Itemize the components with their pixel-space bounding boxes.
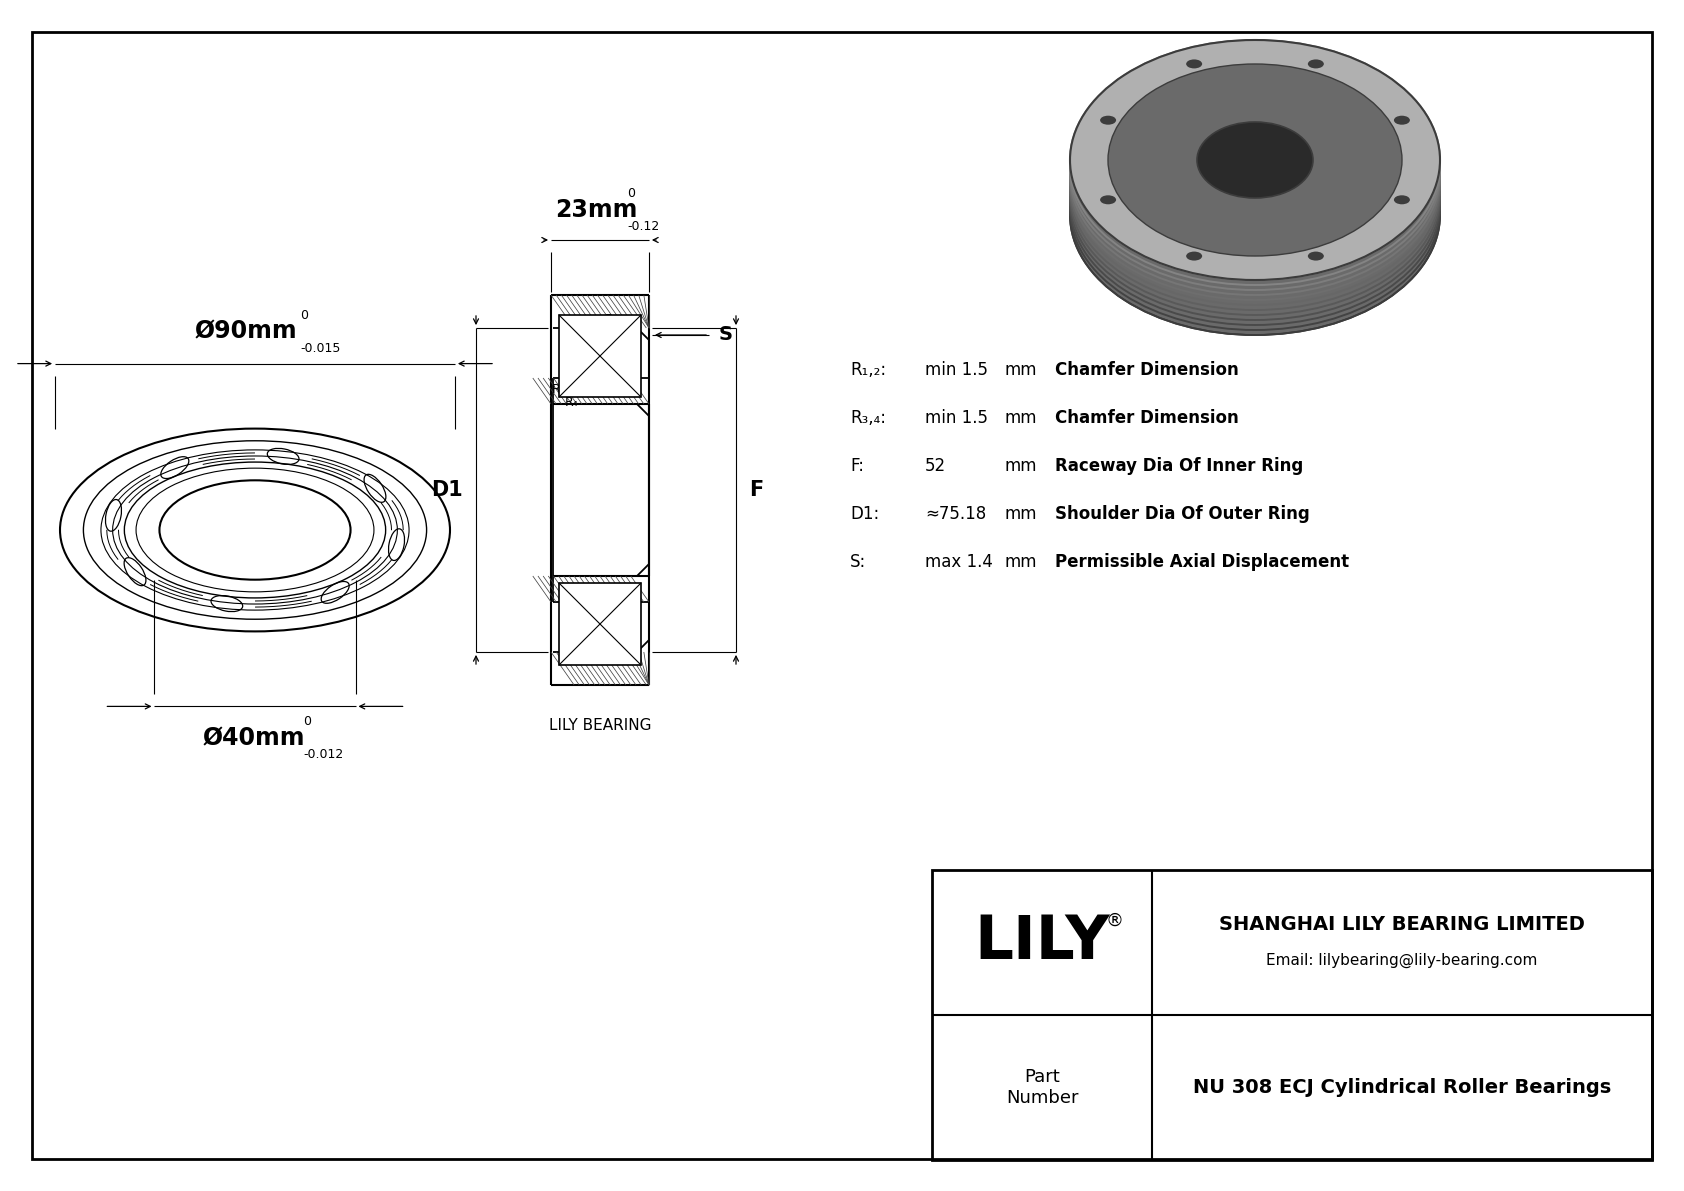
Bar [559, 584, 642, 665]
Text: 0: 0 [300, 308, 308, 322]
Text: LILY: LILY [975, 913, 1110, 972]
Text: D1: D1 [431, 480, 463, 500]
Text: F: F [749, 480, 763, 500]
Ellipse shape [1100, 116, 1116, 125]
Text: R₃,₄:: R₃,₄: [850, 409, 886, 428]
Text: NU 308 ECJ Cylindrical Roller Bearings: NU 308 ECJ Cylindrical Roller Bearings [1192, 1078, 1612, 1097]
Ellipse shape [1186, 60, 1202, 68]
Text: mm: mm [1005, 409, 1037, 428]
Text: R₃: R₃ [552, 384, 566, 395]
Ellipse shape [1069, 95, 1440, 335]
Text: min 1.5: min 1.5 [925, 361, 989, 379]
Text: Part
Number: Part Number [1005, 1068, 1078, 1106]
Text: Permissible Axial Displacement: Permissible Axial Displacement [1054, 553, 1349, 570]
Text: -0.015: -0.015 [300, 342, 340, 355]
Text: F:: F: [850, 457, 864, 475]
Text: R₁,₂:: R₁,₂: [850, 361, 886, 379]
Text: mm: mm [1005, 505, 1037, 523]
Ellipse shape [1186, 251, 1202, 261]
Text: mm: mm [1005, 553, 1037, 570]
Text: SHANGHAI LILY BEARING LIMITED: SHANGHAI LILY BEARING LIMITED [1219, 915, 1585, 934]
Text: LILY BEARING: LILY BEARING [549, 717, 652, 732]
Text: S:: S: [850, 553, 866, 570]
Text: Raceway Dia Of Inner Ring: Raceway Dia Of Inner Ring [1054, 457, 1303, 475]
Text: -0.012: -0.012 [303, 748, 344, 761]
Text: Email: lilybearing@lily-bearing.com: Email: lilybearing@lily-bearing.com [1266, 953, 1537, 968]
Text: ®: ® [1106, 911, 1123, 929]
Bar [559, 314, 642, 397]
Ellipse shape [1394, 116, 1410, 125]
Bar [931, 869, 1652, 1160]
Text: min 1.5: min 1.5 [925, 409, 989, 428]
Text: 23mm: 23mm [556, 198, 637, 222]
Text: max 1.4: max 1.4 [925, 553, 994, 570]
Text: Chamfer Dimension: Chamfer Dimension [1054, 409, 1239, 428]
Text: Chamfer Dimension: Chamfer Dimension [1054, 361, 1239, 379]
Text: 0: 0 [303, 716, 312, 729]
Text: -0.12: -0.12 [626, 220, 658, 233]
Ellipse shape [1100, 195, 1116, 205]
Ellipse shape [1069, 40, 1440, 280]
Ellipse shape [1197, 177, 1314, 252]
Text: mm: mm [1005, 361, 1037, 379]
Text: ≈75.18: ≈75.18 [925, 505, 987, 523]
Text: D1:: D1: [850, 505, 879, 523]
Text: Shoulder Dia Of Outer Ring: Shoulder Dia Of Outer Ring [1054, 505, 1310, 523]
Text: R₄: R₄ [566, 395, 579, 409]
Text: 0: 0 [626, 187, 635, 200]
Ellipse shape [1308, 251, 1324, 261]
Text: R₁: R₁ [605, 313, 618, 326]
Text: 52: 52 [925, 457, 946, 475]
Ellipse shape [1394, 195, 1410, 205]
Text: Ø90mm: Ø90mm [195, 319, 298, 343]
Text: mm: mm [1005, 457, 1037, 475]
Ellipse shape [1197, 121, 1314, 198]
Ellipse shape [1108, 64, 1403, 256]
Text: Ø40mm: Ø40mm [204, 727, 305, 750]
Text: S: S [719, 325, 733, 344]
Ellipse shape [1308, 60, 1324, 68]
Text: R₂: R₂ [583, 336, 596, 349]
